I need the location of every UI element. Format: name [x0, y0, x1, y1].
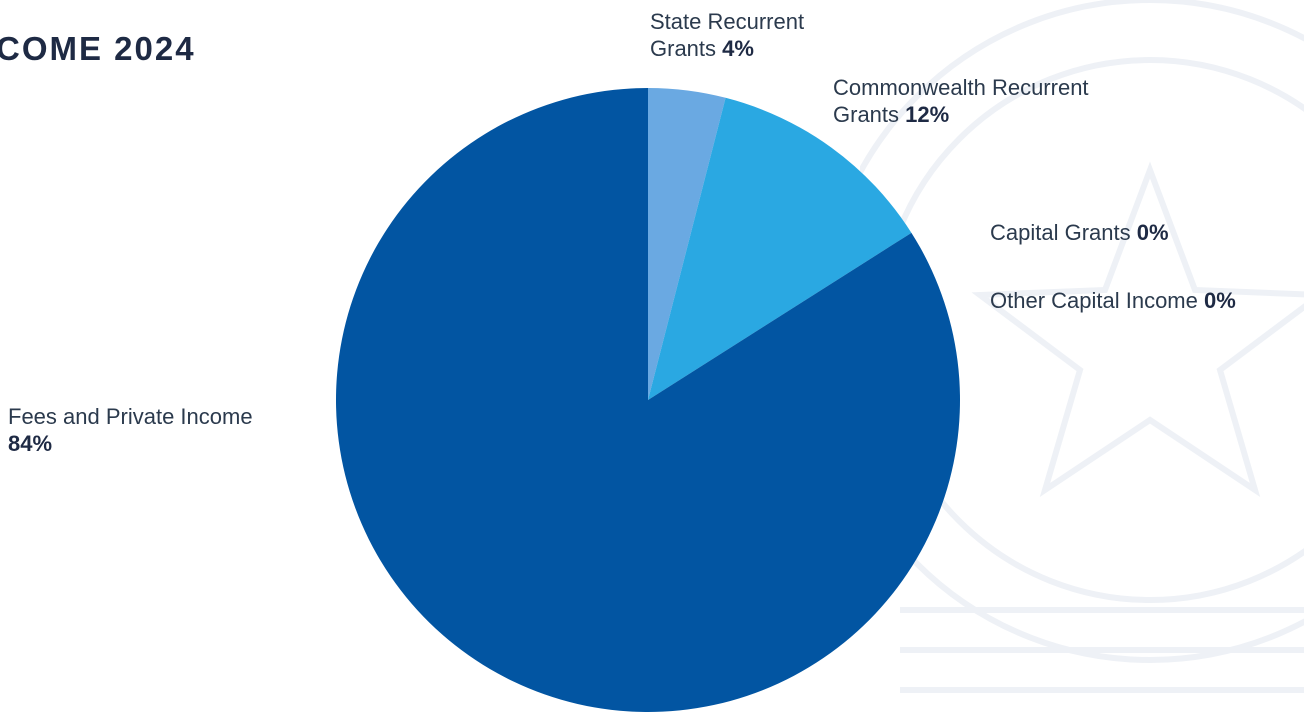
label-fees-pct: 84% [8, 431, 53, 456]
label-capital-name: Capital Grants [990, 220, 1131, 245]
label-other-pct: 0% [1204, 288, 1236, 313]
label-comm-pct: 12% [905, 102, 950, 127]
label-fees-and-private-income: Fees and Private Income 84% [8, 403, 253, 457]
label-other-capital-income: Other Capital Income 0% [990, 287, 1236, 314]
label-state-line2: Grants [650, 36, 717, 61]
label-state-pct: 4% [722, 36, 754, 61]
label-state-recurrent-grants: State Recurrent Grants 4% [650, 8, 804, 62]
pie-slice-commonwealth-recurrent-grants [648, 97, 912, 400]
label-comm-line2: Grants [833, 102, 900, 127]
label-commonwealth-recurrent-grants: Commonwealth Recurrent Grants 12% [833, 74, 1089, 128]
label-capital-pct: 0% [1136, 220, 1169, 245]
label-state-line1: State Recurrent [650, 9, 805, 34]
label-comm-line1: Commonwealth Recurrent [833, 75, 1089, 100]
label-capital-grants: Capital Grants 0% [990, 219, 1169, 246]
pie-slice-state-recurrent-grants [648, 88, 726, 400]
pie-slice-fees-and-private-income [336, 88, 960, 712]
chart-title: COME 2024 [0, 30, 196, 67]
label-other-name: Other Capital Income [990, 288, 1198, 313]
label-fees-name: Fees and Private Income [8, 404, 253, 429]
